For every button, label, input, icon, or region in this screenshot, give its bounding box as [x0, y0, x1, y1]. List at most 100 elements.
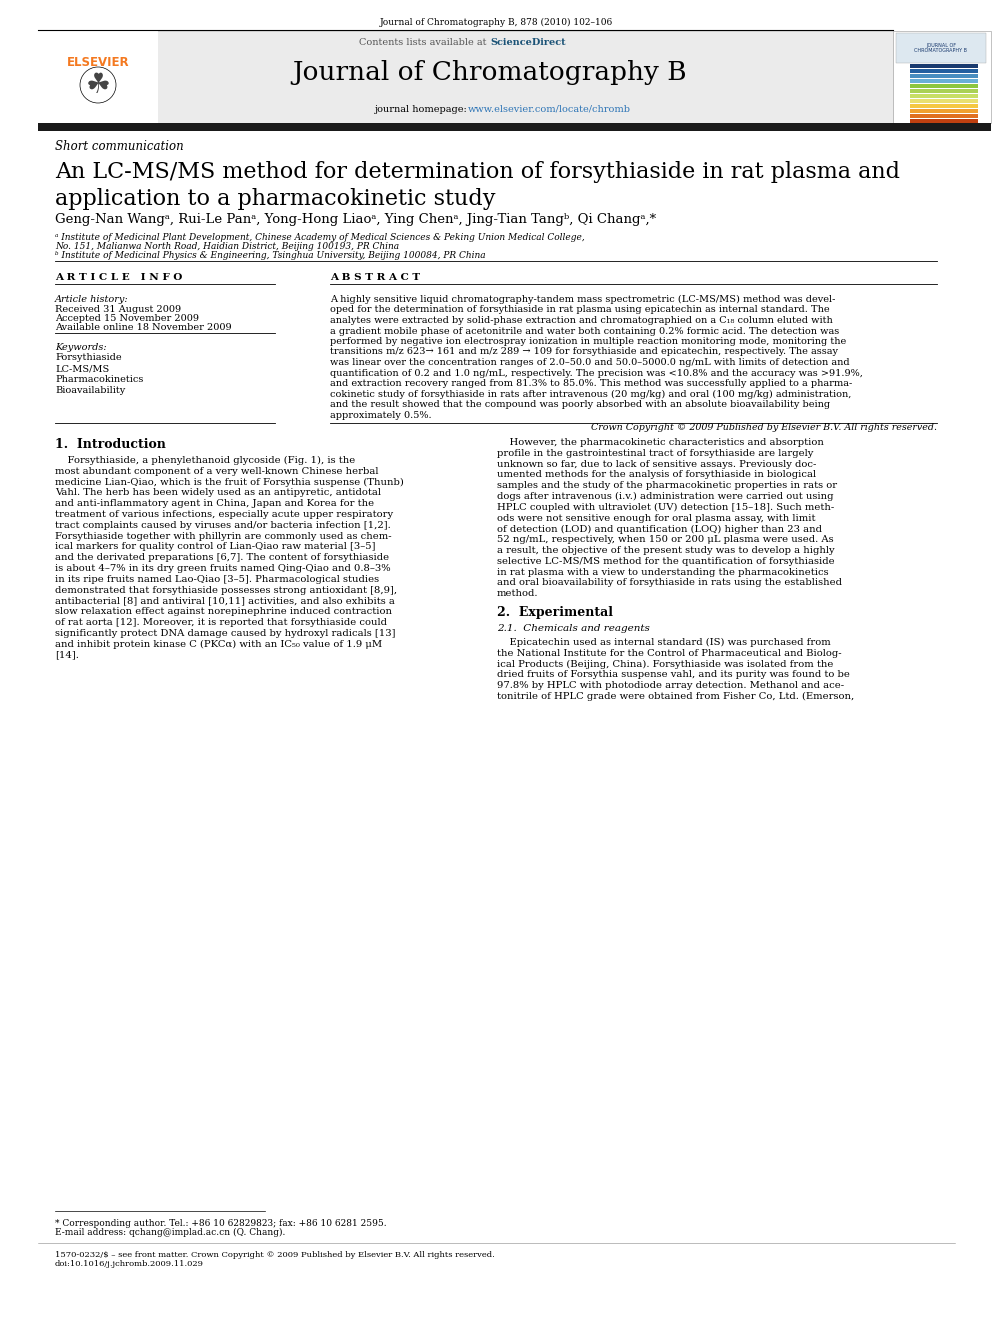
Bar — [910, 99, 978, 103]
Text: ᵇ Institute of Medicinal Physics & Engineering, Tsinghua University, Beijing 100: ᵇ Institute of Medicinal Physics & Engin… — [55, 251, 486, 261]
Bar — [910, 94, 978, 98]
Text: 2.1.  Chemicals and reagents: 2.1. Chemicals and reagents — [497, 624, 650, 632]
Bar — [910, 74, 978, 78]
Text: and the result showed that the compound was poorly absorbed with an absolute bio: and the result showed that the compound … — [330, 400, 830, 409]
Bar — [910, 89, 978, 93]
Text: transitions m/z 623→ 161 and m/z 289 → 109 for forsythiaside and epicatechin, re: transitions m/z 623→ 161 and m/z 289 → 1… — [330, 348, 838, 356]
Bar — [38, 30, 158, 123]
Text: No. 151, Malianwa North Road, Haidian District, Beijing 100193, PR China: No. 151, Malianwa North Road, Haidian Di… — [55, 242, 399, 251]
Text: treatment of various infections, especially acute upper respiratory: treatment of various infections, especia… — [55, 509, 393, 519]
Text: However, the pharmacokinetic characteristics and absorption: However, the pharmacokinetic characteris… — [497, 438, 824, 447]
Text: HPLC coupled with ultraviolet (UV) detection [15–18]. Such meth-: HPLC coupled with ultraviolet (UV) detec… — [497, 503, 834, 512]
Text: method.: method. — [497, 589, 539, 598]
Text: Bioavailability: Bioavailability — [55, 386, 125, 396]
Text: in rat plasma with a view to understanding the pharmacokinetics: in rat plasma with a view to understandi… — [497, 568, 828, 577]
Bar — [893, 30, 991, 123]
Text: dried fruits of Forsythia suspense vahl, and its purity was found to be: dried fruits of Forsythia suspense vahl,… — [497, 671, 850, 680]
Text: Epicatechin used as internal standard (IS) was purchased from: Epicatechin used as internal standard (I… — [497, 638, 830, 647]
Text: Forsythiaside together with phillyrin are commonly used as chem-: Forsythiaside together with phillyrin ar… — [55, 532, 392, 541]
Text: antibacterial [8] and antiviral [10,11] activities, and also exhibits a: antibacterial [8] and antiviral [10,11] … — [55, 597, 395, 606]
Text: ☘: ☘ — [85, 71, 110, 99]
Bar — [910, 64, 978, 67]
Text: and the derivated preparations [6,7]. The content of forsythiaside: and the derivated preparations [6,7]. Th… — [55, 553, 389, 562]
Text: profile in the gastrointestinal tract of forsythiaside are largely: profile in the gastrointestinal tract of… — [497, 448, 813, 458]
Text: approximately 0.5%.: approximately 0.5%. — [330, 410, 432, 419]
Text: analytes were extracted by solid-phase extraction and chromatographied on a C₁₈ : analytes were extracted by solid-phase e… — [330, 316, 832, 325]
Text: most abundant component of a very well-known Chinese herbal: most abundant component of a very well-k… — [55, 467, 379, 476]
Bar — [910, 108, 978, 112]
Bar — [910, 69, 978, 73]
Bar — [896, 33, 986, 64]
Text: tonitrile of HPLC grade were obtained from Fisher Co, Ltd. (Emerson,: tonitrile of HPLC grade were obtained fr… — [497, 692, 854, 701]
Text: quantification of 0.2 and 1.0 ng/mL, respectively. The precision was <10.8% and : quantification of 0.2 and 1.0 ng/mL, res… — [330, 369, 863, 377]
Text: Article history:: Article history: — [55, 295, 129, 304]
Text: cokinetic study of forsythiaside in rats after intravenous (20 mg/kg) and oral (: cokinetic study of forsythiaside in rats… — [330, 389, 851, 398]
Text: tract complaints caused by viruses and/or bacteria infection [1,2].: tract complaints caused by viruses and/o… — [55, 521, 391, 529]
Text: Vahl. The herb has been widely used as an antipyretic, antidotal: Vahl. The herb has been widely used as a… — [55, 488, 381, 497]
Text: Contents lists available at: Contents lists available at — [359, 38, 490, 48]
Text: Journal of Chromatography B, 878 (2010) 102–106: Journal of Chromatography B, 878 (2010) … — [379, 19, 613, 28]
Text: of detection (LOD) and quantification (LOQ) higher than 23 and: of detection (LOD) and quantification (L… — [497, 524, 822, 533]
Text: ical markers for quality control of Lian-Qiao raw material [3–5]: ical markers for quality control of Lian… — [55, 542, 376, 552]
Text: ᵃ Institute of Medicinal Plant Development, Chinese Academy of Medical Sciences : ᵃ Institute of Medicinal Plant Developme… — [55, 233, 584, 242]
Text: 1.  Introduction: 1. Introduction — [55, 438, 166, 451]
Text: [14].: [14]. — [55, 651, 79, 659]
Text: 52 ng/mL, respectively, when 150 or 200 μL plasma were used. As: 52 ng/mL, respectively, when 150 or 200 … — [497, 536, 833, 544]
Text: A highly sensitive liquid chromatography-tandem mass spectrometric (LC-MS/MS) me: A highly sensitive liquid chromatography… — [330, 295, 835, 304]
Text: A B S T R A C T: A B S T R A C T — [330, 273, 421, 282]
Text: Accepted 15 November 2009: Accepted 15 November 2009 — [55, 314, 199, 323]
Text: JOURNAL OF
CHROMATOGRAPHY B: JOURNAL OF CHROMATOGRAPHY B — [915, 42, 967, 53]
Text: E-mail address: qchang@implad.ac.cn (Q. Chang).: E-mail address: qchang@implad.ac.cn (Q. … — [55, 1228, 286, 1237]
Text: journal homepage:: journal homepage: — [375, 105, 471, 114]
Text: 2.  Experimental: 2. Experimental — [497, 606, 613, 619]
Text: the National Institute for the Control of Pharmaceutical and Biolog-: the National Institute for the Control o… — [497, 648, 841, 658]
Bar — [910, 105, 978, 108]
Text: medicine Lian-Qiao, which is the fruit of Forsythia suspense (Thunb): medicine Lian-Qiao, which is the fruit o… — [55, 478, 404, 487]
Text: * Corresponding author. Tel.: +86 10 62829823; fax: +86 10 6281 2595.: * Corresponding author. Tel.: +86 10 628… — [55, 1218, 387, 1228]
Text: was linear over the concentration ranges of 2.0–50.0 and 50.0–5000.0 ng/mL with : was linear over the concentration ranges… — [330, 359, 849, 366]
Text: A R T I C L E   I N F O: A R T I C L E I N F O — [55, 273, 183, 282]
Bar — [910, 79, 978, 83]
Text: www.elsevier.com/locate/chromb: www.elsevier.com/locate/chromb — [468, 105, 631, 114]
Text: 1570-0232/$ – see front matter. Crown Copyright © 2009 Published by Elsevier B.V: 1570-0232/$ – see front matter. Crown Co… — [55, 1252, 495, 1259]
Text: ical Products (Beijing, China). Forsythiaside was isolated from the: ical Products (Beijing, China). Forsythi… — [497, 660, 833, 668]
Text: a result, the objective of the present study was to develop a highly: a result, the objective of the present s… — [497, 546, 834, 556]
Text: ELSEVIER: ELSEVIER — [66, 56, 129, 69]
Text: slow relaxation effect against norepinephrine induced contraction: slow relaxation effect against norepinep… — [55, 607, 392, 617]
Text: LC-MS/MS: LC-MS/MS — [55, 364, 109, 373]
Text: Crown Copyright © 2009 Published by Elsevier B.V. All rights reserved.: Crown Copyright © 2009 Published by Else… — [591, 423, 937, 433]
Text: and inhibit protein kinase C (PKCα) with an IC₅₀ value of 1.9 μM: and inhibit protein kinase C (PKCα) with… — [55, 639, 382, 648]
Text: 97.8% by HPLC with photodiode array detection. Methanol and ace-: 97.8% by HPLC with photodiode array dete… — [497, 681, 844, 691]
Text: samples and the study of the pharmacokinetic properties in rats or: samples and the study of the pharmacokin… — [497, 482, 837, 491]
Text: and oral bioavailability of forsythiaside in rats using the established: and oral bioavailability of forsythiasid… — [497, 578, 842, 587]
Text: Keywords:: Keywords: — [55, 343, 106, 352]
Text: Pharmacokinetics: Pharmacokinetics — [55, 374, 144, 384]
Text: Geng-Nan Wangᵃ, Rui-Le Panᵃ, Yong-Hong Liaoᵃ, Ying Chenᵃ, Jing-Tian Tangᵇ, Qi Ch: Geng-Nan Wangᵃ, Rui-Le Panᵃ, Yong-Hong L… — [55, 213, 656, 226]
Text: Forsythiaside: Forsythiaside — [55, 353, 122, 363]
Text: An LC-MS/MS method for determination of forsythiaside in rat plasma and: An LC-MS/MS method for determination of … — [55, 161, 900, 183]
Text: Received 31 August 2009: Received 31 August 2009 — [55, 306, 182, 314]
Bar — [910, 119, 978, 123]
Text: ods were not sensitive enough for oral plasma assay, with limit: ods were not sensitive enough for oral p… — [497, 513, 815, 523]
Text: performed by negative ion electrospray ionization in multiple reaction monitorin: performed by negative ion electrospray i… — [330, 337, 846, 347]
Text: in its ripe fruits named Lao-Qiao [3–5]. Pharmacological studies: in its ripe fruits named Lao-Qiao [3–5].… — [55, 574, 379, 583]
Text: doi:10.1016/j.jchromb.2009.11.029: doi:10.1016/j.jchromb.2009.11.029 — [55, 1259, 204, 1267]
Text: a gradient mobile phase of acetonitrile and water both containing 0.2% formic ac: a gradient mobile phase of acetonitrile … — [330, 327, 839, 336]
Bar — [910, 83, 978, 89]
Text: ScienceDirect: ScienceDirect — [490, 38, 565, 48]
Bar — [38, 123, 991, 131]
Text: selective LC-MS/MS method for the quantification of forsythiaside: selective LC-MS/MS method for the quanti… — [497, 557, 834, 566]
Text: Available online 18 November 2009: Available online 18 November 2009 — [55, 323, 231, 332]
Text: Journal of Chromatography B: Journal of Chromatography B — [293, 60, 687, 85]
Text: is about 4–7% in its dry green fruits named Qing-Qiao and 0.8–3%: is about 4–7% in its dry green fruits na… — [55, 564, 391, 573]
Bar — [38, 30, 893, 123]
Text: Short communication: Short communication — [55, 140, 184, 153]
Text: dogs after intravenous (i.v.) administration were carried out using: dogs after intravenous (i.v.) administra… — [497, 492, 833, 501]
Text: application to a pharmacokinetic study: application to a pharmacokinetic study — [55, 188, 495, 210]
Text: demonstrated that forsythiaside possesses strong antioxidant [8,9],: demonstrated that forsythiaside possesse… — [55, 586, 397, 594]
Text: and extraction recovery ranged from 81.3% to 85.0%. This method was successfully: and extraction recovery ranged from 81.3… — [330, 378, 852, 388]
Text: and anti-inflammatory agent in China, Japan and Korea for the: and anti-inflammatory agent in China, Ja… — [55, 499, 374, 508]
Text: Forsythiaside, a phenylethanoid glycoside (Fig. 1), is the: Forsythiaside, a phenylethanoid glycosid… — [55, 456, 355, 466]
Text: oped for the determination of forsythiaside in rat plasma using epicatechin as i: oped for the determination of forsythias… — [330, 306, 829, 315]
Text: unknown so far, due to lack of sensitive assays. Previously doc-: unknown so far, due to lack of sensitive… — [497, 459, 816, 468]
